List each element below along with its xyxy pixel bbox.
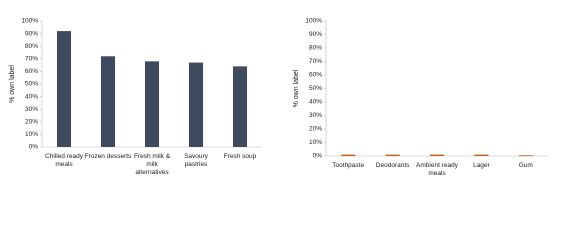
y-tick-label: 60% — [309, 72, 322, 79]
bar — [518, 155, 533, 157]
y-tick-label: 60% — [25, 68, 38, 75]
x-tick-label-line: Savoury — [184, 153, 209, 160]
y-tick-label: 40% — [25, 93, 38, 100]
x-tick-label-line: Ambient ready — [416, 162, 459, 169]
bar — [188, 62, 204, 147]
x-tick-label: Deodorants — [376, 162, 410, 169]
y-tick-label: 10% — [309, 139, 322, 146]
y-tick-label: 70% — [309, 58, 322, 65]
bar — [474, 154, 489, 156]
y-tick-label: 100% — [21, 18, 38, 25]
y-tick-label: 70% — [25, 56, 38, 63]
y-axis-title: % own label — [293, 69, 300, 107]
x-tick-label: Fresh soup — [224, 153, 257, 160]
y-tick-label: 30% — [309, 112, 322, 119]
x-tick-label-line: Lager — [473, 162, 490, 169]
y-tick-label: 80% — [25, 43, 38, 50]
x-tick-label: Savoury pastries — [184, 153, 209, 168]
bar — [100, 56, 116, 147]
y-tick-label: 100% — [305, 18, 322, 25]
x-tick-label-line: Deodorants — [376, 162, 410, 169]
bar — [232, 66, 248, 147]
y-tick-label: 50% — [309, 85, 322, 92]
y-axis-title: % own label — [9, 65, 16, 103]
x-tick-label-line: Gum — [519, 162, 533, 169]
chart-page: 0% 10% 20% 30% 40% 50% 60% 70% 80% 90% 100% % own l… — [9, 18, 548, 177]
x-tick-label-line: meals — [428, 170, 446, 177]
x-tick-label-line: meals — [55, 161, 73, 168]
y-tick-label: 90% — [309, 31, 322, 38]
y-tick-label: 20% — [25, 119, 38, 126]
x-tick-label: Ambient ready meals — [416, 162, 459, 177]
x-tick-label-line: Chilled ready — [45, 153, 84, 160]
bar — [56, 31, 72, 147]
x-tick-label-line: alternatives — [135, 169, 169, 176]
x-tick-label: Frozen desserts — [85, 153, 132, 160]
y-tick-label: 50% — [25, 81, 38, 88]
y-tick-label: 40% — [309, 99, 322, 106]
x-tick-label-line: Toothpaste — [332, 162, 364, 169]
y-tick-label: 80% — [309, 45, 322, 52]
bar — [144, 61, 160, 147]
x-tick-label: Toothpaste — [332, 162, 364, 169]
x-tick-label-line: Frozen desserts — [85, 153, 132, 160]
x-tick-label: Fresh milk & milk alternatives — [134, 153, 171, 176]
bar — [429, 154, 445, 156]
bar — [385, 154, 400, 156]
x-tick-label-line: pastries — [185, 161, 209, 168]
x-tick-label-line: Fresh milk & — [134, 153, 171, 160]
x-tick-label-line: Fresh soup — [224, 153, 257, 160]
x-tick-label-line: milk — [146, 161, 158, 168]
y-tick-label: 90% — [25, 30, 38, 37]
y-tick-label: 20% — [309, 126, 322, 133]
y-tick-label: 0% — [313, 153, 323, 160]
y-tick-label: 0% — [29, 144, 39, 151]
x-tick-label: Gum — [519, 162, 533, 169]
y-tick-label: 30% — [25, 106, 38, 113]
y-tick-label: 10% — [25, 131, 38, 138]
x-tick-label: Chilled ready meals — [45, 153, 84, 168]
x-tick-label: Lager — [473, 162, 490, 169]
bar — [341, 154, 356, 156]
